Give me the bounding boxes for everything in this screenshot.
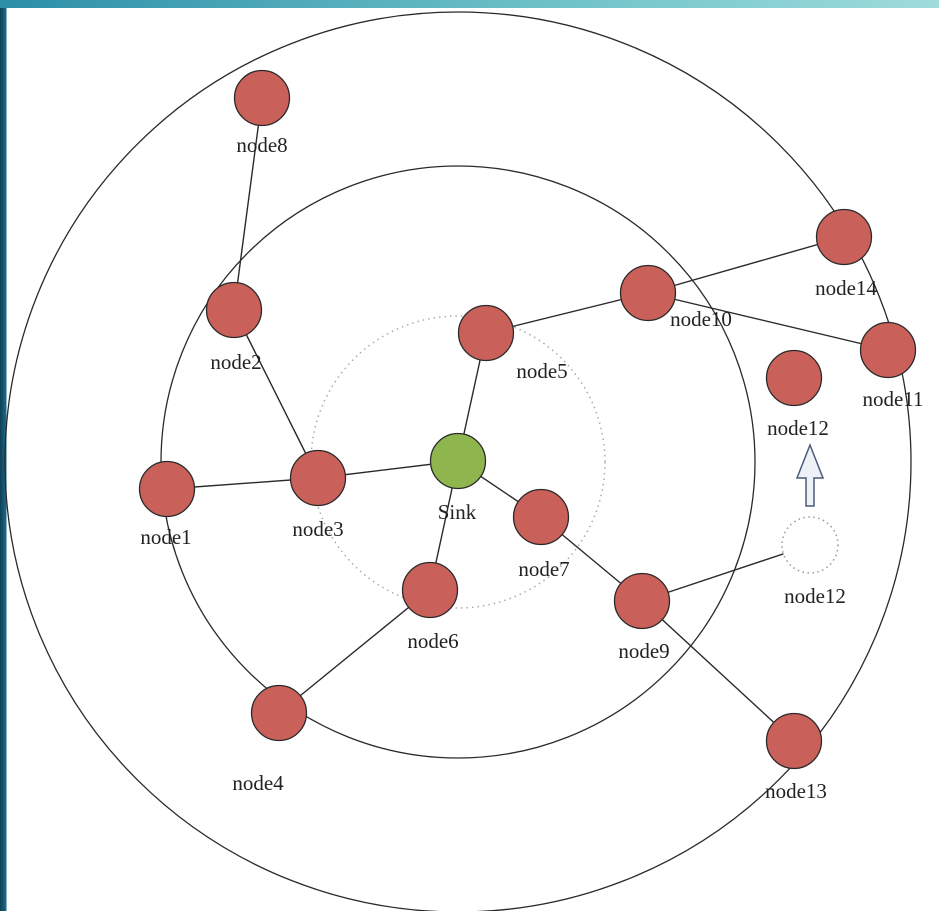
node-node2: node2 [205,281,263,374]
nodes-layer: node8 node2 node1 node3 Sink node5 node10 node1… [138,69,924,803]
node-circle [289,449,347,507]
node-node5: node5 [457,304,568,383]
node-label: node12 [784,584,846,608]
node-node14: node14 [815,208,877,300]
node-circle [250,684,308,742]
edge-node8-node2 [233,97,263,311]
node-label: node11 [862,387,923,411]
node-node3: node3 [289,449,347,541]
node-label: node12 [767,416,829,440]
inner-range-ring [310,315,606,609]
node-circle [781,516,839,574]
node-label: node1 [140,525,191,549]
node-label: node14 [815,276,877,300]
node-label: node9 [618,639,669,663]
node-node9: node9 [613,572,671,663]
node-node4: node4 [232,684,308,795]
node-label: node6 [407,629,458,653]
node-label: Sink [438,500,477,524]
node-label: node7 [518,557,569,581]
edge-node9-node13 [641,600,795,742]
outer-range-ring [4,11,912,911]
node-label: node13 [765,779,827,803]
node-circle [401,561,459,619]
node-label: node2 [210,350,261,374]
node-label: node3 [292,517,343,541]
edge-node2-node3 [233,309,319,479]
node-circle [457,304,515,362]
edge-node6-node4 [278,589,431,714]
node-circle [619,264,677,322]
node-label: node5 [516,359,567,383]
move-up-arrow [795,442,825,507]
node-circle [205,281,263,339]
node-circle [233,69,291,127]
node-node11: node11 [859,321,924,411]
node-node7: node7 [512,488,570,581]
node-circle [859,321,917,379]
node-node1: node1 [138,460,196,549]
node-node8: node8 [233,69,291,157]
node-circle [138,460,196,518]
node-label: node10 [670,307,732,331]
node-circle [429,432,487,490]
node-label: node8 [236,133,287,157]
node-node12: node12 [765,349,829,440]
node-label: node4 [232,771,284,795]
node-circle [765,349,823,407]
node-circle [815,208,873,266]
node-sink: Sink [429,432,487,524]
edge-node9-node12-ghost [641,544,811,602]
node-circle [613,572,671,630]
node-circle [512,488,570,546]
node-node10: node10 [619,264,732,331]
node-node6: node6 [401,561,459,653]
node-circle [765,712,823,770]
node-node13: node13 [765,712,827,803]
top-band [0,0,939,8]
node-node12-ghost: node12 [781,516,846,608]
edge-node10-node11 [647,292,889,351]
edge-node10-node14 [647,236,845,294]
